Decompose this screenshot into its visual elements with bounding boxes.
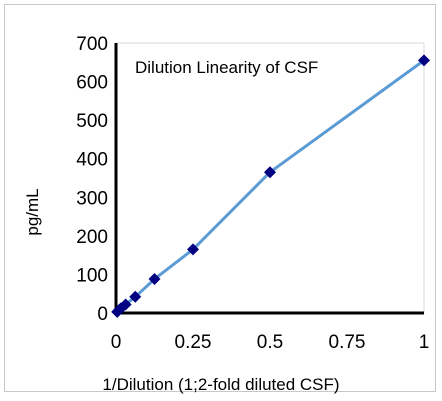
x-tick-label: 0	[111, 332, 122, 353]
y-tick-label: 400	[76, 150, 108, 171]
x-tick-label: 0.75	[329, 332, 366, 353]
x-tick-labels: 0 0.25 0.5 0.75 1	[111, 332, 430, 353]
y-tick-labels: 0 100 200 300 400 500 600 700	[76, 34, 108, 325]
data-point	[418, 54, 430, 67]
data-point	[264, 166, 276, 179]
y-tick-label: 0	[97, 304, 108, 325]
y-tick-label: 500	[76, 111, 108, 132]
chart-frame	[4, 4, 436, 392]
x-tick-label: 1	[419, 332, 430, 353]
data-point	[129, 290, 142, 303]
x-axis-title: 1/Dilution (1;2-fold diluted CSF)	[102, 375, 339, 394]
y-tick-label: 700	[76, 34, 108, 55]
y-tick-label: 200	[76, 227, 108, 248]
plot-area	[114, 42, 425, 315]
y-tick-label: 600	[76, 73, 108, 94]
series-layer	[111, 54, 430, 318]
x-tick-label: 0.25	[175, 332, 212, 353]
data-point	[119, 298, 132, 311]
data-point	[187, 243, 199, 256]
chart-title: Dilution Linearity of CSF	[135, 58, 318, 77]
y-axis-title: pg/mL	[23, 188, 42, 235]
y-tick-label: 100	[76, 265, 108, 286]
x-tick-label: 0.5	[257, 332, 283, 353]
series-line	[116, 59, 425, 313]
data-point	[148, 273, 161, 286]
y-tick-label: 300	[76, 188, 108, 209]
